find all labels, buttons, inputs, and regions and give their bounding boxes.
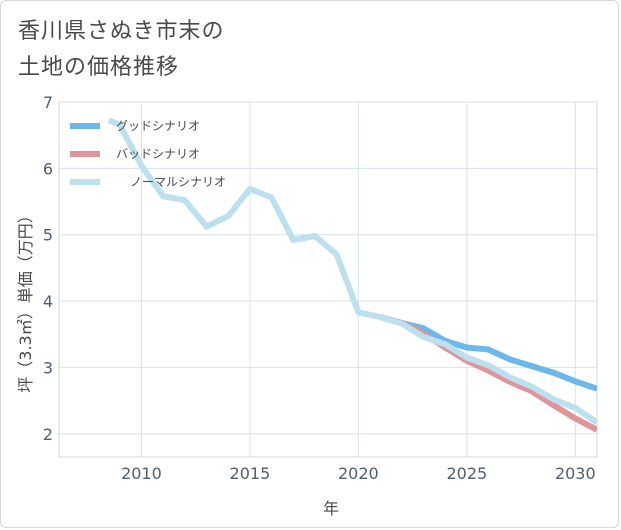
legend-label-bad: バッドシナリオ (116, 147, 200, 161)
legend-label-normal: ノーマルシナリオ (130, 175, 226, 189)
chart-title-line-2: 土地の価格推移 (18, 55, 180, 80)
y-tick-label: 4 (43, 292, 53, 311)
x-tick-labels: 2010 2015 2020 2025 2030 (121, 464, 596, 483)
grid-lines (59, 101, 597, 457)
x-axis-label: 年 (323, 499, 339, 518)
legend-label-good: グッドシナリオ (116, 119, 200, 133)
plot-area (58, 101, 598, 458)
series-lines (107, 117, 597, 433)
y-tick-labels: 2 3 4 5 6 7 (43, 93, 53, 444)
x-tick-label: 2025 (446, 464, 487, 483)
y-tick-label: 7 (43, 93, 53, 112)
series-line-normal (107, 117, 597, 425)
x-tick-label: 2015 (230, 464, 271, 483)
y-tick-label: 5 (43, 226, 53, 245)
chart-title: 香川県さぬき市末の 土地の価格推移 (18, 14, 318, 86)
x-tick-label: 2020 (338, 464, 379, 483)
x-tick-label: 2010 (121, 464, 162, 483)
series-line-good (379, 314, 597, 392)
y-tick-label: 2 (43, 425, 53, 444)
chart-title-line-1: 香川県さぬき市末の (18, 19, 225, 44)
x-tick-label: 2030 (555, 464, 596, 483)
y-tick-label: 3 (43, 358, 53, 377)
y-axis-label: 坪（3.3㎡）単価（万円） (16, 207, 35, 392)
y-tick-label: 6 (43, 159, 53, 178)
